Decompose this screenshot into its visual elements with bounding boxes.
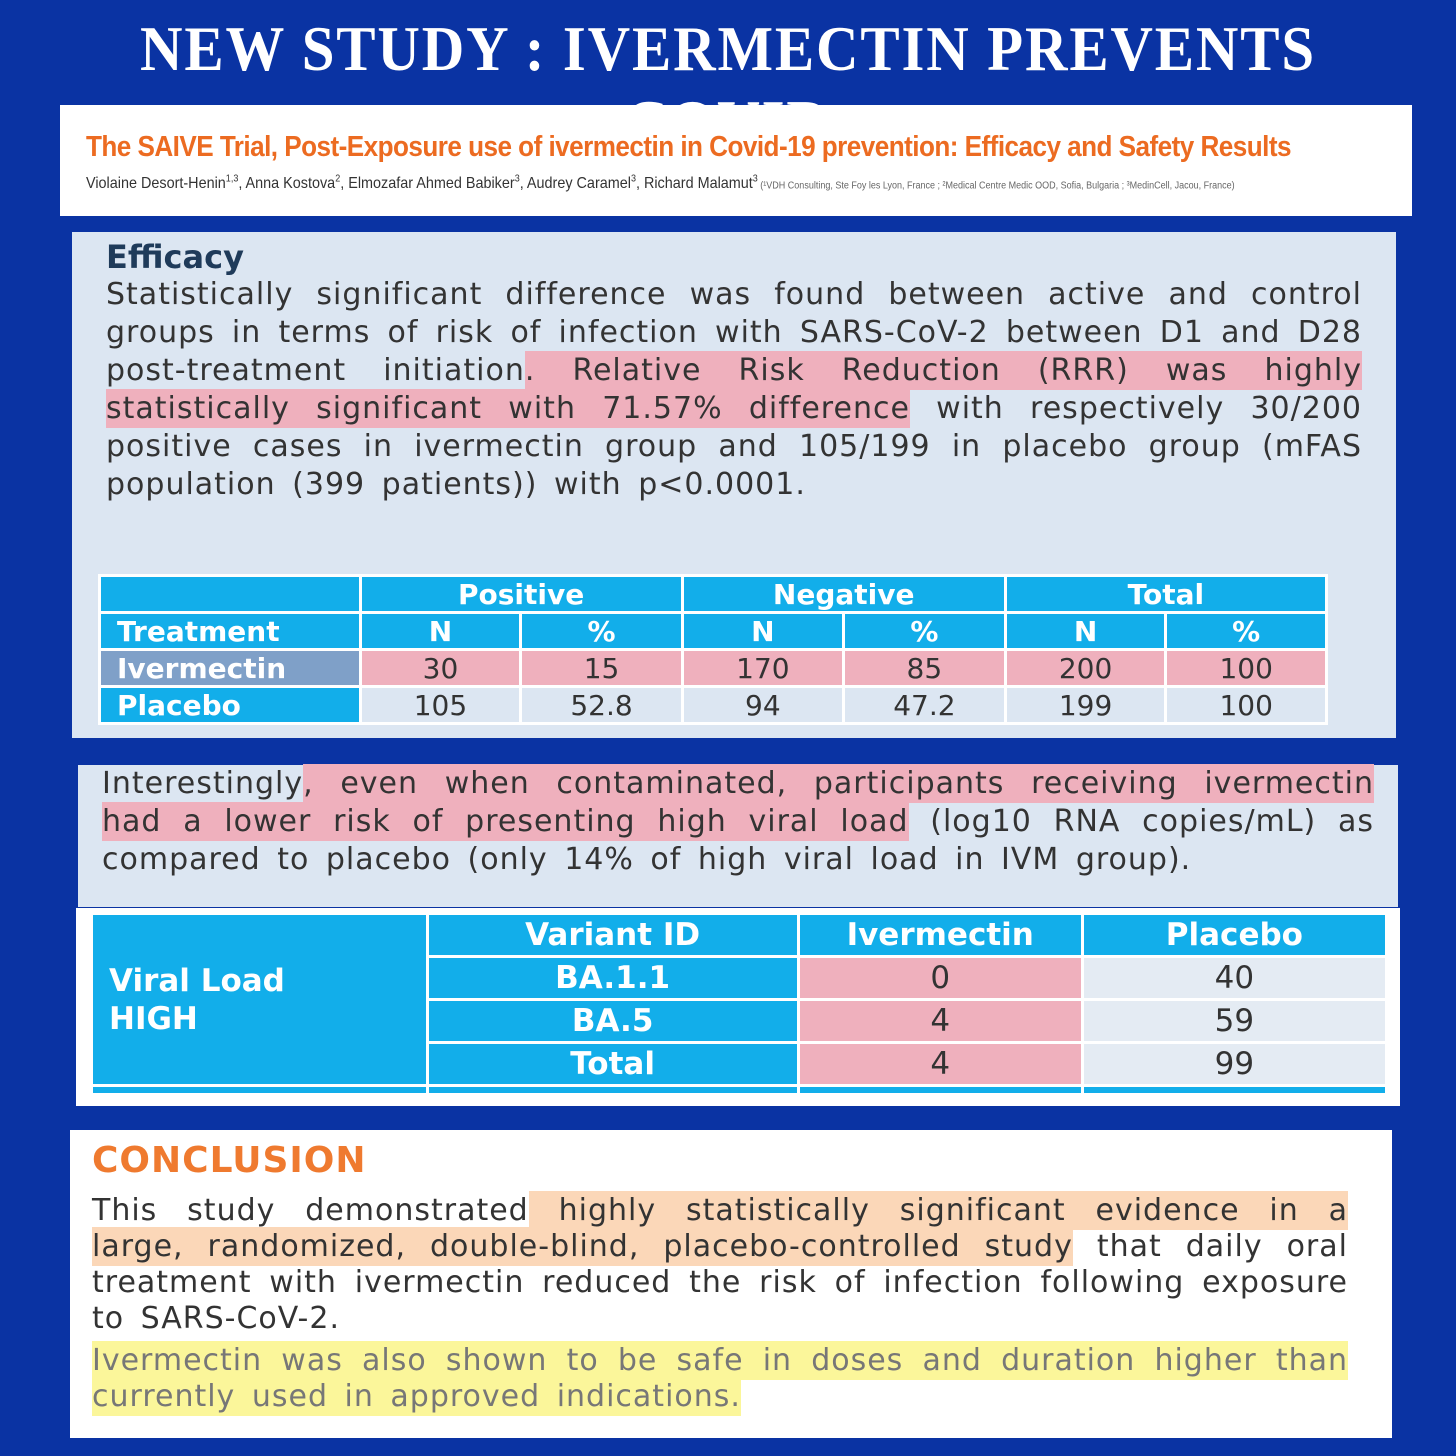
author-affiliation-mark: 2	[335, 174, 341, 185]
author-affiliation-mark: 1,3	[225, 174, 239, 185]
group-header: Total	[1003, 574, 1329, 614]
sub-header: Treatment	[98, 611, 362, 651]
paragraph: Ivermectin was also shown to be safe in …	[92, 1341, 1348, 1416]
group-header: Positive	[358, 574, 684, 614]
data-cell: 170	[680, 648, 846, 688]
paper-title: The SAIVE Trial, Post-Exposure use of iv…	[86, 131, 1291, 163]
text-run: with respectively 30/200 positive cases …	[106, 391, 1363, 502]
paragraph: This study demonstrated highly statistic…	[92, 1191, 1348, 1337]
data-cell: 105	[358, 685, 523, 725]
paragraph: Statistically significant difference was…	[106, 276, 1363, 504]
author-affiliation-mark: 3	[752, 174, 758, 185]
data-cell: 199	[1003, 685, 1168, 725]
data-cell: 200	[1003, 648, 1168, 688]
row-group-label: Viral Load HIGH	[90, 912, 429, 1087]
section-heading: CONCLUSION	[92, 1140, 367, 1181]
data-cell: 94	[680, 685, 846, 725]
edge-cell	[796, 1084, 1084, 1096]
data-row: Placebo 105 52.8 94 47.2 199 100	[98, 685, 1328, 725]
data-row: BA.5 4 59	[92, 998, 1389, 1044]
author-name: Violaine Desort-Henin	[86, 175, 226, 193]
edge-cell	[90, 1084, 429, 1096]
data-cell: 4	[796, 998, 1084, 1044]
data-cell: 99	[1080, 1041, 1389, 1087]
authors: Violaine Desort-Henin1,3, Anna Kostova2,…	[86, 174, 1279, 193]
header-row: Viral Load HIGH Variant ID Ivermectin Place…	[90, 912, 1389, 1087]
sub-header: %	[519, 611, 684, 651]
author-list: Violaine Desort-Henin1,3, Anna Kostova2,…	[86, 174, 758, 193]
header-row: Treatment N% N% N%	[98, 611, 1328, 651]
sub-header: %	[1164, 611, 1328, 651]
author-name: , Elmozafar Ahmed Babiker	[340, 175, 515, 193]
viral-panel: Interestingly, even when contaminated, p…	[78, 764, 1398, 907]
variant-cell: BA.5	[425, 998, 800, 1044]
sub-header: %	[842, 611, 1007, 651]
edge-cell	[425, 1084, 800, 1096]
paper-header: The SAIVE Trial, Post-Exposure use of iv…	[60, 105, 1412, 216]
sub-header: N	[358, 611, 523, 651]
highlighted-text: Ivermectin was also shown to be safe in …	[92, 1341, 1348, 1416]
results-table: Positive Negative Total Treatment N% N% N% Iver…	[98, 574, 1329, 725]
data-cell: 47.2	[842, 685, 1007, 725]
data-cell: 0	[796, 955, 1084, 1001]
data-cell: 15	[519, 648, 684, 688]
text-run: Interestingly	[102, 766, 304, 801]
author-affiliation-mark: 3	[514, 174, 520, 185]
edge-cell	[1080, 1084, 1389, 1096]
affiliations: (¹VDH Consulting, Ste Foy les Lyon, Fran…	[757, 180, 1235, 192]
data-cell: 52.8	[519, 685, 684, 725]
column-header: Ivermectin	[796, 912, 1084, 958]
author-affiliation-mark: 3	[630, 174, 636, 185]
data-cell: 40	[1080, 955, 1389, 1001]
header-row: Positive Negative Total	[98, 574, 1329, 614]
column-header: Placebo	[1080, 912, 1389, 958]
variant-cell: Total	[425, 1041, 800, 1087]
sub-header: N	[1003, 611, 1168, 651]
data-cell: 85	[842, 648, 1007, 688]
data-row: Total 4 99	[92, 1041, 1389, 1087]
column-header: Variant ID	[425, 912, 800, 958]
sub-header: N	[680, 611, 846, 651]
group-header: Negative	[680, 574, 1007, 614]
text-run: (log10 RNA copies/mL) as compared to pla…	[102, 804, 1375, 877]
conclusion-body: This study demonstrated highly statistic…	[92, 1191, 1348, 1416]
data-cell: 4	[796, 1041, 1084, 1087]
conclusion-panel: CONCLUSION This study demonstrated highl…	[70, 1130, 1392, 1438]
data-cell: 59	[1080, 998, 1389, 1044]
row-label: Placebo	[98, 685, 362, 725]
viral-table: Viral Load HIGH Variant ID Ivermectin Place…	[90, 912, 1389, 1096]
author-name: , Anna Kostova	[238, 175, 336, 193]
text-run: that daily oral treatment with ivermecti…	[92, 1229, 1348, 1336]
text-run: Statistically significant difference was…	[106, 277, 1362, 388]
text-run: This study demonstrated	[92, 1193, 529, 1228]
table-edge	[90, 1084, 1389, 1096]
header-cell	[98, 574, 362, 614]
paragraph: Interestingly, even when contaminated, p…	[102, 764, 1375, 879]
data-row: Ivermectin 30 15 170 85 200 100	[98, 648, 1328, 688]
viral-table-wrap: Viral Load HIGH Variant ID Ivermectin Place…	[76, 908, 1400, 1106]
author-name: , Richard Malamut	[635, 175, 753, 193]
data-cell: 30	[358, 648, 523, 688]
data-cell: 100	[1164, 685, 1328, 725]
section-heading: Efficacy	[106, 238, 244, 276]
row-label: Ivermectin	[98, 648, 362, 688]
data-cell: 100	[1164, 648, 1328, 688]
variant-cell: BA.1.1	[425, 955, 800, 1001]
data-row: BA.1.1 0 40	[92, 955, 1389, 1001]
author-name: , Audrey Caramel	[519, 175, 631, 193]
